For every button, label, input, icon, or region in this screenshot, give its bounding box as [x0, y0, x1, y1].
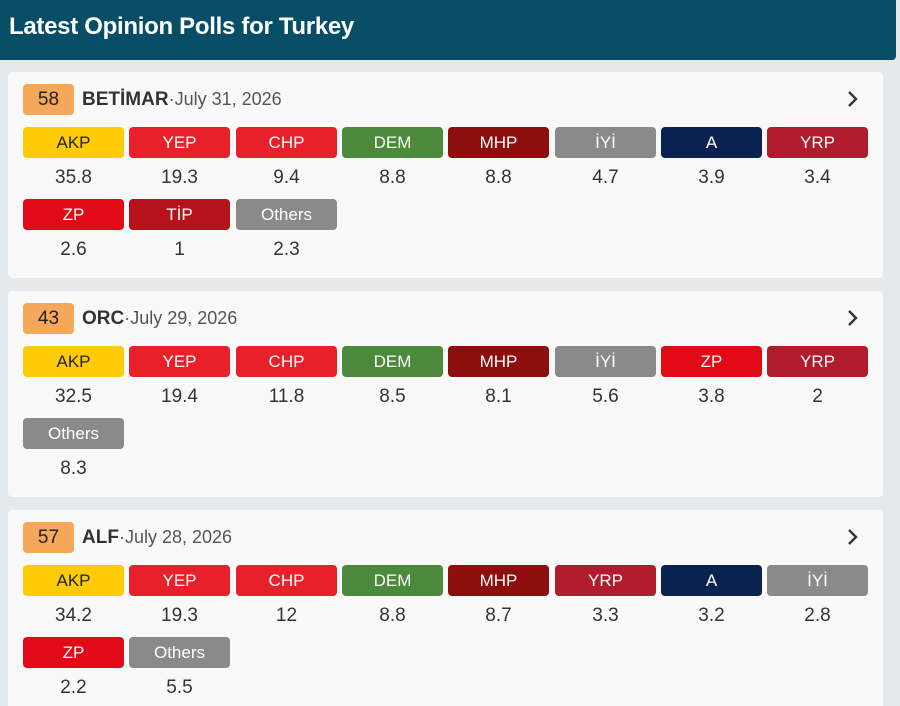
party-chip: Others	[23, 418, 124, 449]
party-chip: CHP	[236, 127, 337, 158]
party-value: 5.5	[166, 677, 193, 698]
party-chip: AKP	[23, 565, 124, 596]
page-header: Latest Opinion Polls for Turkey	[0, 0, 896, 60]
party-chip: A	[661, 127, 762, 158]
party-value: 8.8	[379, 605, 406, 626]
party-chip: MHP	[448, 346, 549, 377]
pollster-score-badge: 43	[23, 303, 74, 334]
party-chip: İYİ	[555, 346, 656, 377]
separator-dot: ·	[168, 89, 175, 109]
party-value: 11.8	[268, 386, 305, 407]
pollster-name: ORC	[82, 307, 125, 329]
poll-card-header: 43 ORC · July 29, 2026	[23, 303, 237, 334]
party-chip: A	[661, 565, 762, 596]
party-value: 8.5	[379, 386, 406, 407]
party-chip: ZP	[661, 346, 762, 377]
pollster-score-badge: 57	[23, 522, 74, 553]
party-value: 1	[174, 239, 185, 260]
chevron-right-icon[interactable]	[843, 90, 861, 108]
party-chip: YEP	[129, 565, 230, 596]
separator-dot: ·	[124, 308, 131, 328]
party-chip: ZP	[23, 637, 124, 668]
party-value: 2.6	[60, 239, 87, 260]
party-value: 19.3	[161, 605, 198, 626]
poll-card-header: 58 BETİMAR · July 31, 2026	[23, 84, 282, 115]
party-value: 8.7	[485, 605, 512, 626]
party-value: 3.2	[698, 605, 725, 626]
party-value: 8.1	[485, 386, 512, 407]
party-value: 32.5	[55, 386, 92, 407]
party-value: 8.3	[60, 458, 87, 479]
party-chip: YEP	[129, 346, 230, 377]
party-chip: İYİ	[767, 565, 868, 596]
party-value: 3.4	[804, 167, 831, 188]
chevron-right-icon[interactable]	[843, 528, 861, 546]
party-value: 2	[812, 386, 823, 407]
party-value: 2.8	[804, 605, 831, 626]
party-chip: YRP	[767, 346, 868, 377]
separator-dot: ·	[118, 527, 125, 547]
party-value: 34.2	[55, 605, 92, 626]
poll-date: July 28, 2026	[124, 527, 233, 547]
party-value: 5.6	[592, 386, 619, 407]
party-chip: YRP	[555, 565, 656, 596]
party-chip: AKP	[23, 346, 124, 377]
page-title: Latest Opinion Polls for Turkey	[9, 13, 354, 40]
pollster-score-badge: 58	[23, 84, 74, 115]
pollster-name: BETİMAR	[82, 88, 169, 110]
party-value: 35.8	[55, 167, 92, 188]
party-chip: Others	[236, 199, 337, 230]
party-value: 3.9	[698, 167, 725, 188]
poll-date: July 31, 2026	[174, 89, 282, 109]
party-value: 19.3	[161, 167, 198, 188]
party-chip: Others	[129, 637, 230, 668]
pollster-name: ALF	[82, 526, 119, 548]
party-value: 2.2	[60, 677, 87, 698]
poll-card[interactable]: 58 BETİMAR · July 31, 2026 AKP 35.8 YEP 19.…	[8, 72, 883, 278]
party-value: 12	[275, 605, 298, 626]
poll-card[interactable]: 43 ORC · July 29, 2026 AKP 32.5 YEP 19.4 CHP…	[8, 291, 883, 497]
party-chip: DEM	[342, 565, 443, 596]
party-chip: TİP	[129, 199, 230, 230]
party-value: 3.3	[592, 605, 619, 626]
party-chip: ZP	[23, 199, 124, 230]
party-chip: DEM	[342, 346, 443, 377]
party-chip: YRP	[767, 127, 868, 158]
party-chip: YEP	[129, 127, 230, 158]
poll-date: July 29, 2026	[130, 308, 238, 328]
poll-card-header: 57 ALF · July 28, 2026	[23, 522, 232, 553]
party-chip: İYİ	[555, 127, 656, 158]
party-chip: MHP	[448, 127, 549, 158]
party-value: 4.7	[592, 167, 619, 188]
party-value: 19.4	[161, 386, 198, 407]
party-chip: CHP	[236, 346, 337, 377]
party-value: 9.4	[273, 167, 300, 188]
party-value: 8.8	[379, 167, 406, 188]
party-value: 8.8	[485, 167, 512, 188]
party-chip: CHP	[236, 565, 337, 596]
party-value: 2.3	[273, 239, 300, 260]
chevron-right-icon[interactable]	[843, 309, 861, 327]
poll-card[interactable]: 57 ALF · July 28, 2026 AKP 34.2 YEP 19.3 CHP…	[8, 510, 883, 706]
party-chip: MHP	[448, 565, 549, 596]
party-chip: AKP	[23, 127, 124, 158]
party-chip: DEM	[342, 127, 443, 158]
party-value: 3.8	[698, 386, 725, 407]
